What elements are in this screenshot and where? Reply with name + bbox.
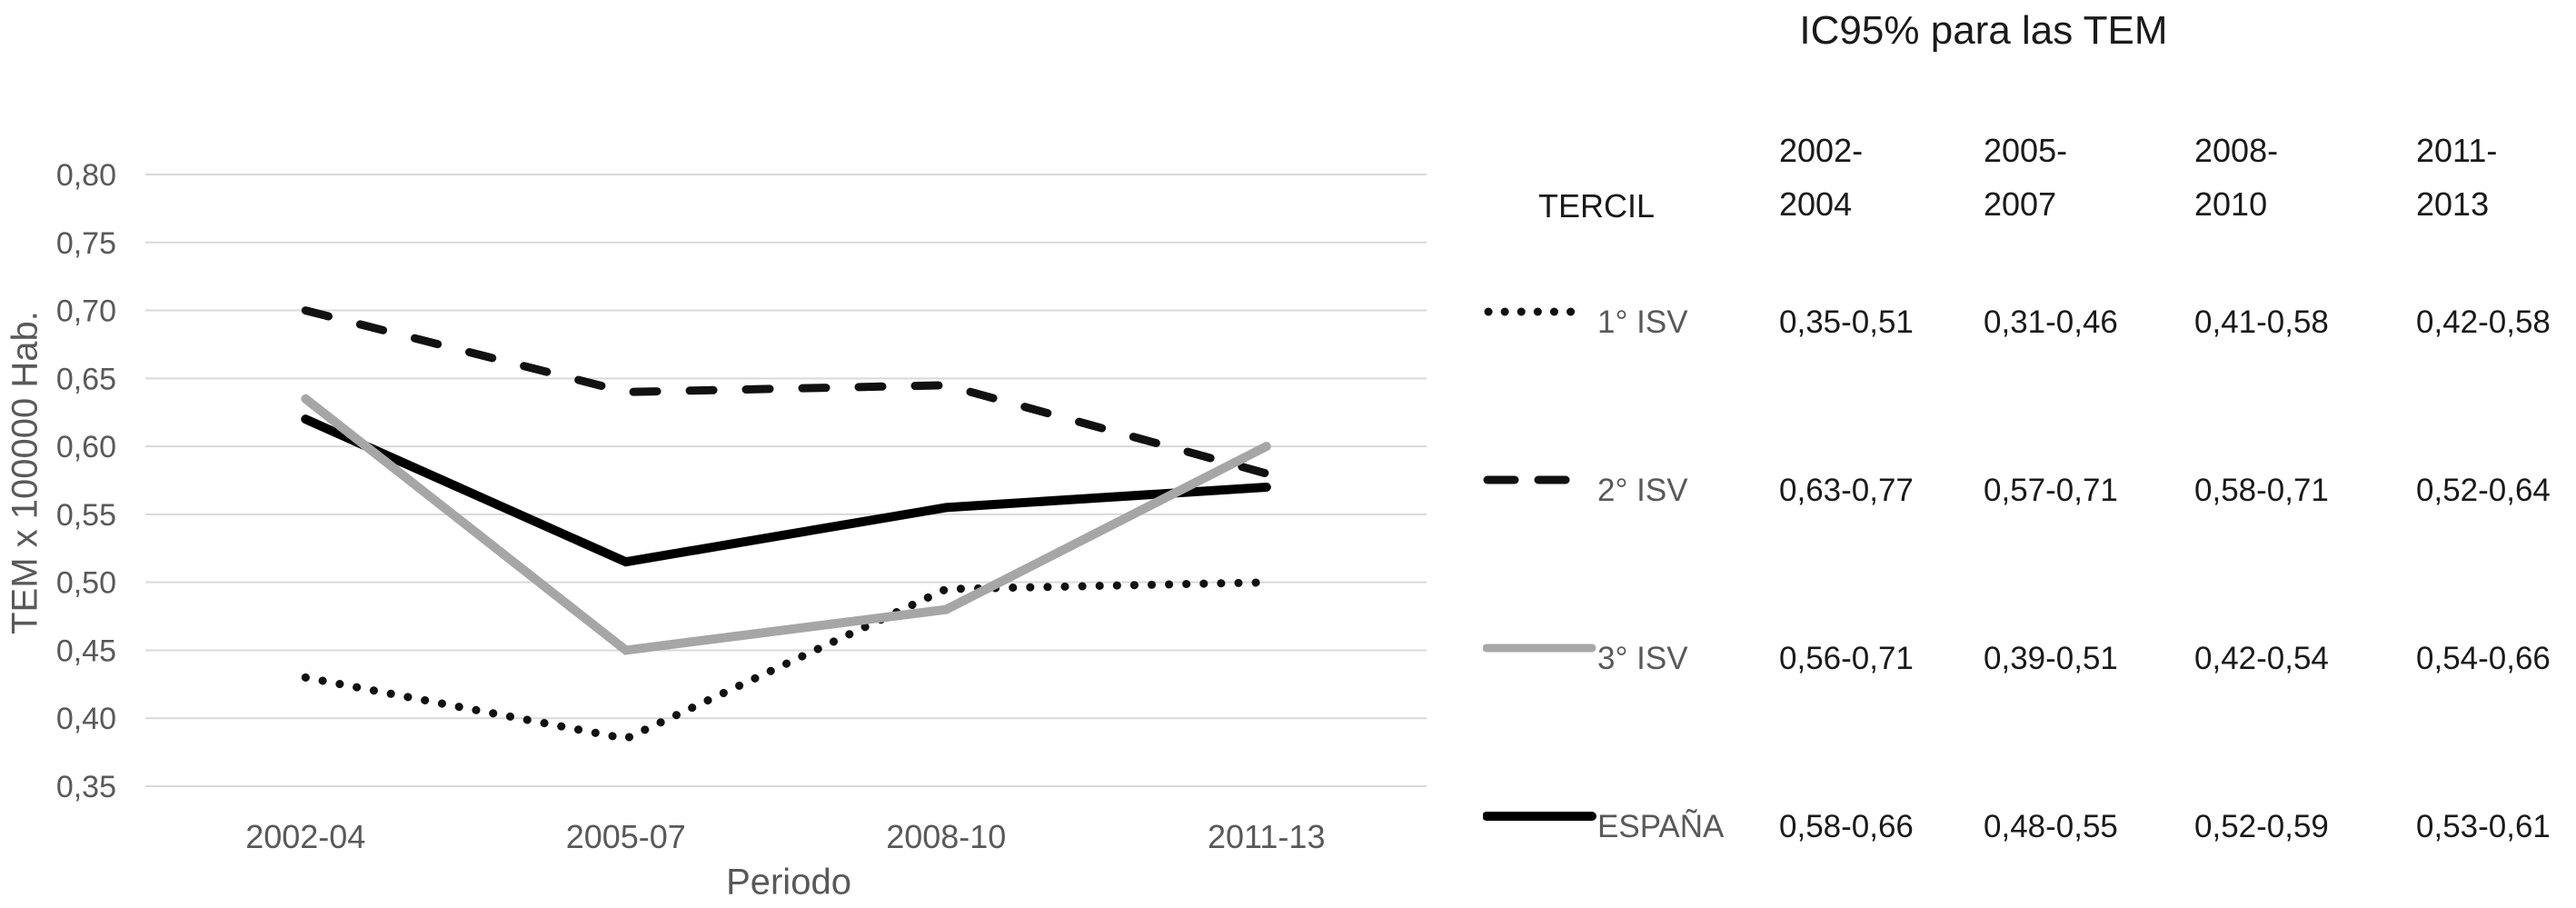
ci-value: 0,54-0,66	[2416, 641, 2551, 676]
x-tick-labels: 2002-04 2005-07 2008-10 2011-13	[245, 818, 1325, 855]
tercil-label: ESPAÑA	[1597, 809, 1725, 844]
table-row: 2° ISV 0,63-0,77 0,57-0,71 0,58-0,71 0,52-0,…	[1454, 468, 2576, 514]
period-header: 2005- 2007	[1984, 132, 2068, 223]
y-tick-label: 0,45	[56, 634, 116, 668]
gridlines	[145, 174, 1427, 787]
ci-value: 0,58-0,66	[1779, 809, 1914, 844]
dotted-line-icon	[1484, 307, 1589, 316]
period-header: 2002- 2004	[1779, 132, 1864, 223]
ci-value: 0,56-0,71	[1779, 641, 1914, 676]
series-line-3	[301, 394, 1271, 655]
tercil-label: 2° ISV	[1597, 473, 1688, 508]
ci-value: 0,31-0,46	[1984, 304, 2118, 340]
ci-value: 0,53-0,61	[2416, 809, 2551, 844]
y-tick-label: 0,80	[56, 158, 116, 193]
y-tick-label: 0,50	[56, 566, 116, 601]
ci-value: 0,58-0,71	[2194, 473, 2329, 508]
y-axis-title: TEM x 100000 Hab.	[5, 311, 45, 634]
table-row: 3° ISV 0,56-0,71 0,39-0,51 0,42-0,54 0,54-0,…	[1454, 636, 2576, 682]
ci-value: 0,63-0,77	[1779, 473, 1914, 508]
series-lines	[301, 306, 1271, 743]
series-line-1	[301, 578, 1271, 743]
ci-value: 0,35-0,51	[1779, 304, 1914, 340]
ci-value: 0,48-0,55	[1984, 809, 2118, 844]
y-tick-label: 0,35	[56, 770, 116, 804]
gray-line-icon	[1483, 644, 1596, 653]
series-line-4	[301, 414, 1271, 567]
x-tick-label: 2011-13	[1208, 818, 1325, 855]
ci-value: 0,41-0,58	[2194, 304, 2329, 340]
ci-value: 0,39-0,51	[1984, 641, 2118, 676]
ci-value: 0,42-0,58	[2416, 304, 2551, 340]
y-tick-label: 0,70	[56, 294, 116, 329]
black-line-icon	[1483, 812, 1596, 821]
period-header: 2008- 2010	[2194, 132, 2279, 223]
series-line-2	[301, 306, 1271, 478]
x-tick-label: 2008-10	[886, 818, 1006, 855]
tercil-header: TERCIL	[1538, 187, 1656, 225]
tercil-label: 1° ISV	[1597, 304, 1688, 340]
y-tick-label: 0,55	[56, 498, 116, 533]
y-tick-label: 0,75	[56, 226, 116, 261]
ci-table-title: IC95% para las TEM	[1799, 8, 2168, 53]
x-axis-title: Periodo	[726, 862, 851, 903]
dashed-line-icon	[1483, 475, 1582, 484]
x-tick-label: 2005-07	[566, 818, 686, 855]
ci-value: 0,52-0,59	[2194, 809, 2329, 844]
ci-value: 0,52-0,64	[2416, 473, 2551, 508]
x-tick-label: 2002-04	[245, 818, 365, 855]
y-tick-label: 0,65	[56, 362, 116, 396]
tercil-label: 3° ISV	[1597, 641, 1688, 676]
y-tick-label: 0,60	[56, 430, 116, 464]
ci-value: 0,57-0,71	[1984, 473, 2118, 508]
table-row: ESPAÑA 0,58-0,66 0,48-0,55 0,52-0,59 0,53-0,…	[1454, 804, 2576, 850]
ci-value: 0,42-0,54	[2194, 641, 2329, 676]
y-tick-labels: 0,80 0,75 0,70 0,65 0,60 0,55 0,50 0,45 0,40 0,35	[56, 158, 116, 804]
table-row: 1° ISV 0,35-0,51 0,31-0,46 0,41-0,58 0,42-0,…	[1454, 300, 2576, 345]
y-tick-label: 0,40	[56, 702, 116, 736]
period-header: 2011- 2013	[2416, 132, 2498, 223]
